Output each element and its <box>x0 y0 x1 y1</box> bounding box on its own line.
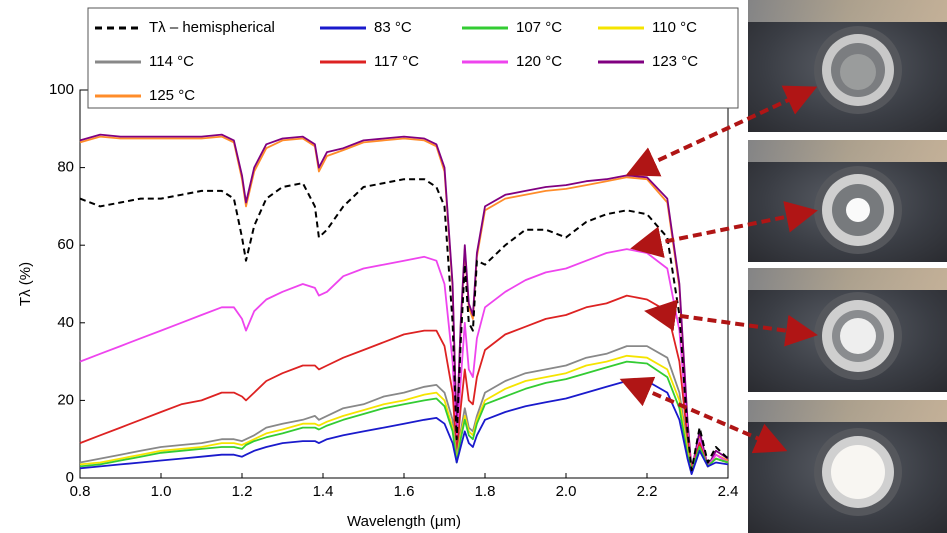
arrows <box>619 85 818 454</box>
legend-label: 114 °C <box>149 53 194 70</box>
series-line <box>79 133 729 472</box>
y-tick-label: 60 <box>57 236 74 253</box>
photos <box>748 0 947 533</box>
series-line <box>79 178 729 472</box>
y-axis-label: Tλ (%) <box>17 262 34 306</box>
y-tick-label: 0 <box>66 469 74 486</box>
x-tick-label: 2.0 <box>556 483 577 500</box>
legend-label: 110 °C <box>652 19 697 36</box>
x-tick-label: 1.0 <box>151 483 172 500</box>
y-tick-label: 20 <box>57 391 74 408</box>
x-tick-label: 1.8 <box>475 483 496 500</box>
plot: 0 20 40 60 80 100 0.8 1.0 1.2 1.4 1.6 1.8 2.0 2.2 2.4 T… <box>49 7 739 500</box>
y-tick-label: 100 <box>49 81 74 98</box>
photo <box>748 140 947 262</box>
plot-frame <box>79 89 729 479</box>
x-tick-label: 1.6 <box>394 483 415 500</box>
x-axis-label: Wavelength (μm) <box>347 513 461 530</box>
legend-label: 117 °C <box>374 53 419 70</box>
x-tick-label: 2.2 <box>637 483 658 500</box>
photo <box>748 400 947 533</box>
x-tick-label: 0.8 <box>70 483 91 500</box>
legend-label: 83 °C <box>374 19 412 36</box>
legend-label: 120 °C <box>516 53 562 70</box>
legend: Tλ – hemispherical 83 °C 107 °C 110 °C 114 °… <box>87 7 739 109</box>
series-line <box>79 248 729 472</box>
arrow <box>644 299 818 347</box>
x-tick-label: 1.2 <box>232 483 253 500</box>
x-tick-label: 1.4 <box>313 483 334 500</box>
series-line <box>79 360 729 474</box>
series-line <box>79 380 729 475</box>
legend-label: Tλ – hemispherical <box>149 19 275 36</box>
series-line <box>79 345 729 474</box>
arrow <box>630 201 818 258</box>
series-line <box>79 354 729 474</box>
y-tick-label: 80 <box>57 159 74 176</box>
series-line <box>79 135 729 472</box>
legend-label: 123 °C <box>652 53 698 70</box>
x-tick-label: 2.4 <box>718 483 739 500</box>
legend-label: 107 °C <box>516 19 562 36</box>
legend-label: 125 °C <box>149 87 195 104</box>
photo <box>748 0 947 132</box>
arrow <box>625 85 818 177</box>
y-tick-label: 40 <box>57 314 74 331</box>
